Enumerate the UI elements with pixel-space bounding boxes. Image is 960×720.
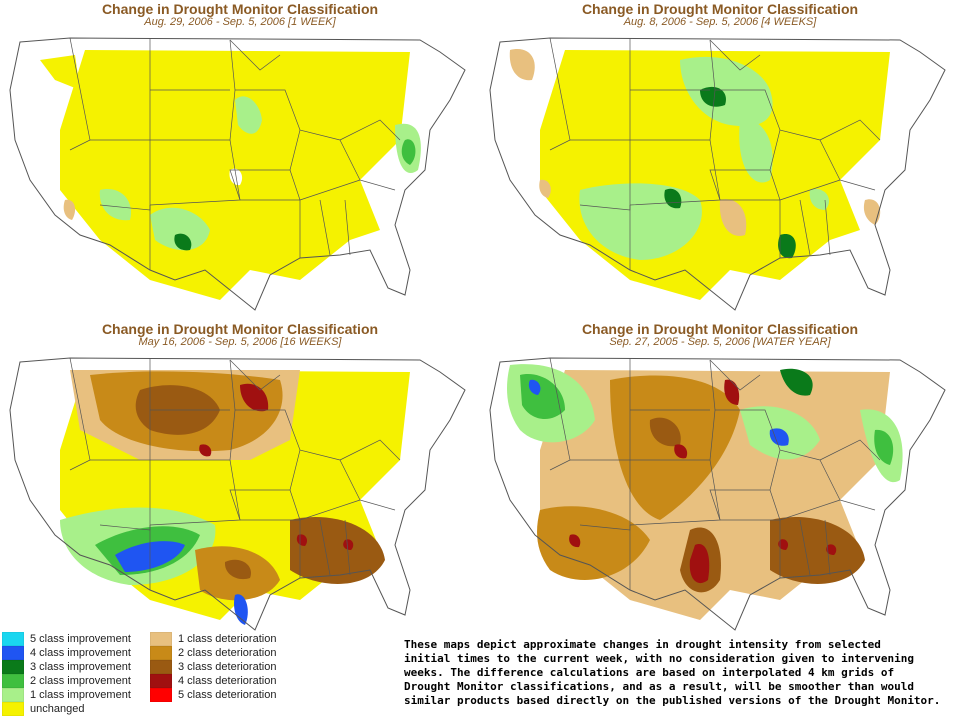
- legend-item: 3 class improvement: [2, 660, 131, 674]
- us-map-water-year: [489, 357, 946, 631]
- legend-item: 4 class deterioration: [150, 674, 276, 688]
- legend-label: 3 class deterioration: [178, 661, 277, 673]
- change-areas: [60, 370, 410, 625]
- legend-swatch-det2: [150, 646, 172, 660]
- legend-swatch-unchanged: [2, 702, 24, 716]
- us-map-4-weeks: [489, 37, 946, 311]
- legend-item: 3 class deterioration: [150, 660, 276, 674]
- legend-item: 4 class improvement: [2, 646, 131, 660]
- legend-item: 1 class deterioration: [150, 632, 276, 646]
- legend-item: 5 class improvement: [2, 632, 131, 646]
- legend-label: 5 class deterioration: [178, 689, 277, 701]
- legend-label: 4 class deterioration: [178, 675, 277, 687]
- legend-label: 3 class improvement: [30, 661, 131, 673]
- legend-item: 1 class improvement: [2, 688, 131, 702]
- legend-swatch-det1: [150, 632, 172, 646]
- us-map-1-week: [9, 37, 466, 311]
- map-panel-1-week: Change in Drought Monitor Classification…: [0, 0, 480, 320]
- legend-item: 2 class improvement: [2, 674, 131, 688]
- state-borders: [489, 357, 946, 631]
- map-title: Change in Drought Monitor Classification: [101, 1, 379, 17]
- legend-label: 2 class deterioration: [178, 647, 277, 659]
- map-subtitle: Aug. 29, 2006 - Sep. 5, 2006 [1 WEEK]: [144, 16, 336, 28]
- change-areas: [509, 49, 890, 300]
- legend-swatch-det4: [150, 674, 172, 688]
- state-borders: [9, 357, 466, 631]
- map-panel-16-weeks: Change in Drought Monitor Classification…: [0, 320, 480, 640]
- legend-label: 5 class improvement: [30, 633, 131, 645]
- map-explanation-note: These maps depict approximate changes in…: [404, 638, 941, 707]
- legend-item: unchanged: [2, 702, 131, 716]
- map-title: Change in Drought Monitor Classification: [581, 1, 859, 17]
- legend-deterioration-column: 1 class deterioration 2 class deteriorat…: [150, 632, 276, 702]
- change-areas: [40, 50, 421, 300]
- legend-label: 4 class improvement: [30, 647, 131, 659]
- legend-improvement-column: 5 class improvement 4 class improvement …: [2, 632, 131, 716]
- map-title: Change in Drought Monitor Classification: [581, 321, 859, 337]
- legend-swatch-det3: [150, 660, 172, 674]
- legend-swatch-imp3: [2, 660, 24, 674]
- map-panel-4-weeks: Change in Drought Monitor Classification…: [480, 0, 960, 320]
- legend-label: 1 class improvement: [30, 689, 131, 701]
- map-subtitle: May 16, 2006 - Sep. 5, 2006 [16 WEEKS]: [138, 336, 342, 348]
- legend-swatch-imp2: [2, 674, 24, 688]
- map-title: Change in Drought Monitor Classification: [101, 321, 379, 337]
- legend-swatch-imp5: [2, 632, 24, 646]
- legend-label: 2 class improvement: [30, 675, 131, 687]
- legend-label: 1 class deterioration: [178, 633, 277, 645]
- map-panel-water-year: Change in Drought Monitor Classification…: [480, 320, 960, 640]
- legend-swatch-imp4: [2, 646, 24, 660]
- legend-item: 2 class deterioration: [150, 646, 276, 660]
- map-subtitle: Aug. 8, 2006 - Sep. 5, 2006 [4 WEEKS]: [623, 16, 817, 28]
- legend-label: unchanged: [30, 703, 85, 715]
- map-legend: 5 class improvement 4 class improvement …: [2, 632, 282, 720]
- map-subtitle: Sep. 27, 2005 - Sep. 5, 2006 [WATER YEAR…: [609, 336, 831, 348]
- state-borders: [9, 37, 466, 311]
- legend-swatch-imp1: [2, 688, 24, 702]
- us-map-16-weeks: [9, 357, 466, 631]
- state-borders: [489, 37, 946, 311]
- legend-item: 5 class deterioration: [150, 688, 276, 702]
- change-areas: [507, 364, 903, 620]
- legend-swatch-det5: [150, 688, 172, 702]
